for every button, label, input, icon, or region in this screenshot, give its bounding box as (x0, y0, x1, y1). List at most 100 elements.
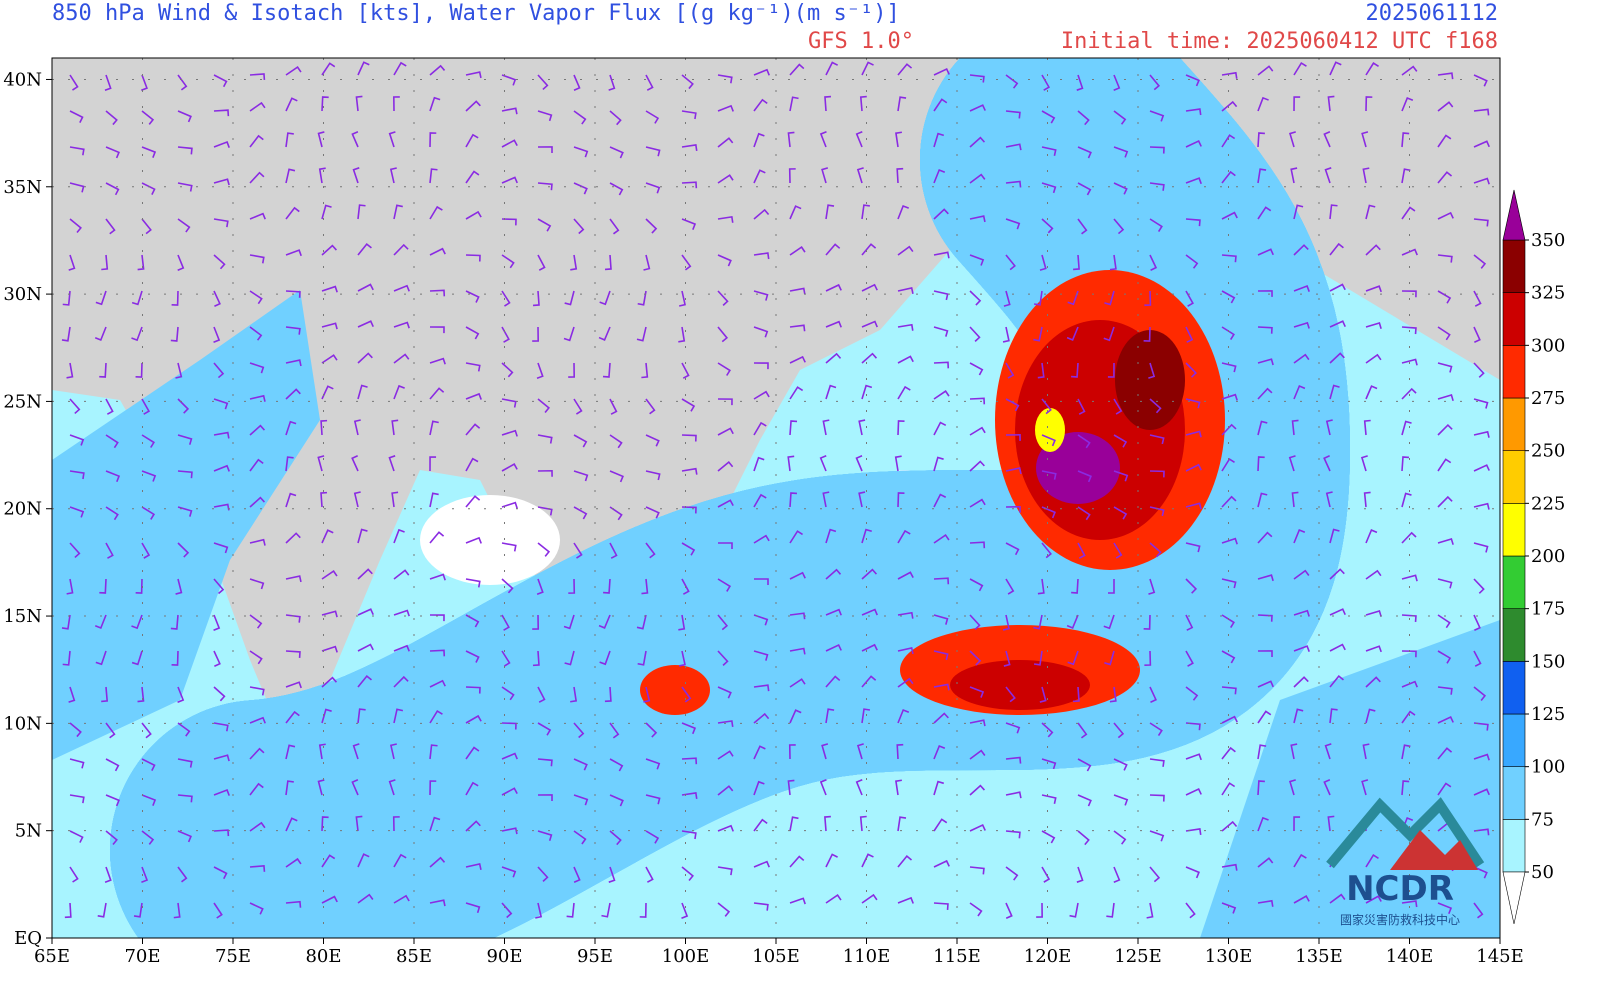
wind-barb (1071, 362, 1079, 378)
wind-barb (1113, 470, 1129, 482)
wind-barb (105, 830, 118, 846)
wind-barb (602, 362, 611, 378)
wind-barb (637, 650, 647, 666)
wind-barb (1401, 96, 1414, 112)
wind-barb (501, 429, 518, 437)
wind-barb (1437, 326, 1451, 341)
wind-barb (99, 362, 107, 378)
wind-barb (681, 434, 697, 442)
wind-barb (969, 136, 986, 148)
wind-barb (1329, 61, 1342, 76)
wind-barb (1401, 650, 1417, 658)
wind-barb (933, 902, 949, 911)
wind-barb (897, 204, 910, 220)
wind-barb (1221, 902, 1237, 914)
wind-barb (429, 420, 439, 436)
wind-barb (855, 779, 863, 796)
wind-barb (1113, 182, 1128, 195)
wind-barb (681, 467, 698, 475)
wind-barb (501, 74, 517, 86)
wind-barb (285, 710, 300, 724)
wind-barb (933, 712, 949, 724)
wind-barb (896, 167, 904, 184)
low-flux (420, 495, 560, 585)
wind-barb (681, 578, 690, 595)
lon-label: 65E (34, 946, 70, 967)
wind-barb (1323, 455, 1331, 472)
wind-barb (69, 758, 85, 769)
wind-barb (753, 98, 768, 112)
wind-barb (213, 141, 230, 148)
wind-barb (249, 290, 263, 305)
wind-barb (1365, 204, 1376, 220)
wind-barb (501, 902, 513, 919)
wind-barb (609, 218, 620, 235)
wind-barb (933, 577, 950, 585)
wind-barb (573, 542, 583, 559)
wind-barb (1437, 254, 1453, 263)
wind-barb (1033, 614, 1043, 630)
wind-barb (1437, 290, 1452, 304)
map-fields (52, 58, 1500, 938)
wind-barb (213, 542, 229, 554)
wind-barb (788, 744, 796, 760)
wind-barb (213, 686, 226, 702)
wind-barb (537, 722, 552, 736)
wind-barb (643, 686, 651, 703)
wind-barb (608, 74, 616, 91)
wind-barb (645, 722, 658, 738)
wind-barb (1293, 204, 1304, 220)
wind-barb (1365, 62, 1379, 76)
wind-barb (1002, 614, 1010, 631)
wind-barb (564, 290, 575, 306)
wind-barb (175, 578, 183, 595)
wind-barb (355, 815, 363, 832)
wind-barb (1149, 866, 1161, 883)
lon-label: 125E (1114, 946, 1162, 967)
wind-barb (1041, 722, 1054, 738)
wind-barb (573, 146, 589, 158)
colorbar-segment (1502, 450, 1526, 504)
wind-barb (789, 647, 806, 655)
wind-barb (717, 499, 734, 508)
wind-barb (321, 570, 338, 580)
wind-barb (537, 506, 553, 516)
wind-barb (821, 743, 829, 760)
wind-barb (933, 168, 946, 184)
wind-barb (1437, 394, 1454, 402)
wind-barb (388, 779, 396, 796)
wind-barb (1293, 895, 1310, 904)
wind-barb (137, 686, 145, 703)
wind-barb (1221, 537, 1238, 545)
wind-barb (599, 650, 611, 666)
wind-barb (1005, 218, 1021, 230)
wind-barb (1329, 242, 1344, 256)
wind-barb (1365, 853, 1379, 868)
wind-barb (1041, 218, 1054, 234)
wind-barb (969, 290, 982, 306)
wind-barb (105, 110, 118, 126)
wind-barb (357, 320, 374, 328)
axes: 65E 70E 75E 80E 85E 90E 95E 100E 105E 110E 115E 120… (3, 69, 1523, 967)
model: GFS 1.0° (808, 29, 914, 54)
wind-barb (1437, 72, 1454, 80)
wind-barb (1324, 167, 1332, 184)
wind-barb (1401, 358, 1418, 366)
wind-barb (753, 780, 765, 796)
wind-barb (1329, 204, 1338, 220)
wind-barb (141, 398, 151, 415)
wind-barb (681, 830, 697, 840)
wind-barb (639, 902, 647, 918)
wind-barb (137, 254, 145, 271)
wind-barb (1005, 830, 1021, 839)
wind-barb (1073, 254, 1080, 271)
wind-barb (393, 894, 410, 904)
colorbar-label: 325 (1531, 283, 1565, 304)
wind-barb (177, 254, 185, 271)
wind-barb (105, 758, 120, 772)
wind-barb (1149, 110, 1165, 122)
wind-barb (753, 326, 769, 338)
wind-barb (177, 146, 193, 155)
wind-barb (1257, 248, 1274, 256)
wind-barb (609, 722, 620, 739)
